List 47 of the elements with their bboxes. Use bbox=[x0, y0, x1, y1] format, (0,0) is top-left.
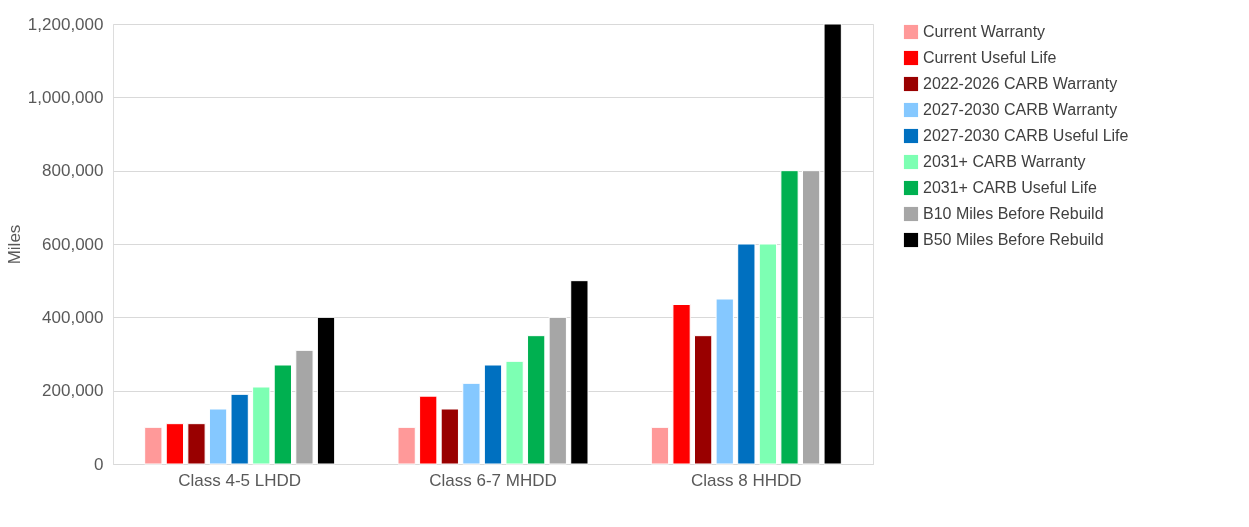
bar bbox=[758, 243, 778, 465]
legend-label: 2031+ CARB Warranty bbox=[923, 153, 1086, 170]
bar bbox=[548, 316, 567, 465]
bar bbox=[801, 170, 821, 465]
bar bbox=[295, 349, 314, 465]
y-tick-label: 600,000 bbox=[42, 234, 104, 254]
bar bbox=[230, 393, 249, 465]
y-tick-label: 800,000 bbox=[42, 161, 104, 181]
bar bbox=[694, 335, 713, 465]
bar bbox=[737, 243, 756, 465]
bar bbox=[462, 382, 481, 465]
legend-label: 2027-2030 CARB Useful Life bbox=[923, 127, 1129, 144]
y-tick-label: 400,000 bbox=[42, 307, 104, 327]
bar bbox=[165, 423, 185, 465]
legend-label: 2027-2030 CARB Warranty bbox=[923, 101, 1118, 118]
bar bbox=[316, 316, 336, 465]
bar bbox=[440, 408, 459, 465]
bar bbox=[505, 360, 524, 465]
bar bbox=[208, 408, 228, 465]
legend-label: 2022-2026 CARB Warranty bbox=[923, 75, 1118, 92]
legend-label: Current Useful Life bbox=[923, 49, 1057, 66]
bar bbox=[483, 364, 503, 465]
y-tick-label: 1,200,000 bbox=[27, 14, 104, 34]
x-tick-label: Class 8 HHDD bbox=[691, 470, 802, 490]
y-tick-label: 1,000,000 bbox=[27, 87, 104, 107]
x-tick-label: Class 6-7 MHDD bbox=[429, 470, 557, 490]
bar bbox=[823, 23, 842, 465]
bar bbox=[397, 426, 416, 465]
bar bbox=[187, 423, 206, 465]
legend-label: B50 Miles Before Rebuild bbox=[923, 231, 1104, 248]
legend-label: 2031+ CARB Useful Life bbox=[923, 179, 1097, 196]
bar bbox=[527, 335, 546, 465]
bar bbox=[273, 364, 292, 465]
x-tick-label: Class 4-5 LHDD bbox=[178, 470, 302, 490]
y-tick-label: 0 bbox=[94, 454, 104, 474]
legend-label: B10 Miles Before Rebuild bbox=[923, 205, 1104, 222]
bar bbox=[144, 426, 163, 465]
legend-label: Current Warranty bbox=[923, 23, 1046, 40]
bar bbox=[419, 395, 438, 465]
bar bbox=[715, 298, 734, 465]
bar bbox=[780, 170, 799, 465]
bar bbox=[650, 426, 670, 465]
bar bbox=[570, 280, 589, 465]
y-tick-label: 200,000 bbox=[42, 381, 104, 401]
bar bbox=[672, 304, 691, 465]
y-axis-title: Miles bbox=[4, 224, 24, 265]
bar bbox=[252, 386, 271, 465]
